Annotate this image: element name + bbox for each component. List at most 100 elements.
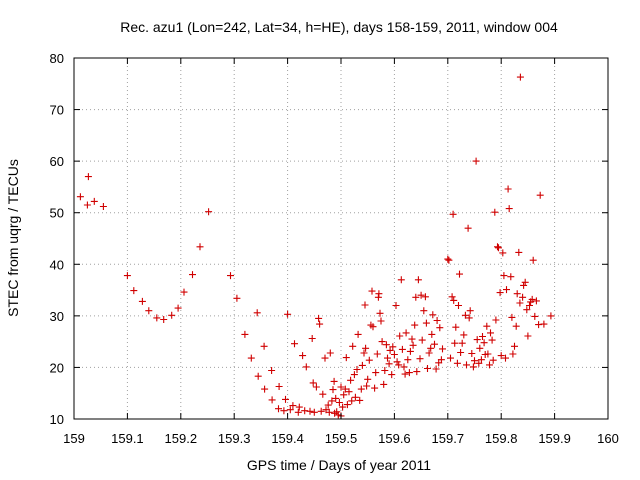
data-point	[451, 339, 459, 347]
data-point	[449, 210, 457, 218]
data-point	[497, 352, 505, 360]
data-point	[400, 363, 408, 371]
data-point	[452, 323, 460, 331]
data-point	[463, 361, 470, 369]
data-point	[508, 313, 516, 321]
y-tick-label: 60	[50, 154, 64, 169]
data-point	[333, 408, 341, 416]
data-point	[406, 347, 414, 355]
data-point	[520, 281, 528, 289]
data-point	[488, 336, 496, 344]
data-point	[388, 371, 396, 379]
x-tick-label: 159.5	[325, 431, 358, 446]
data-point	[487, 329, 494, 337]
x-tick-label: 159.9	[538, 431, 571, 446]
data-point	[392, 302, 400, 309]
data-point	[340, 391, 348, 399]
data-point	[526, 302, 533, 309]
data-point	[511, 342, 518, 350]
data-point	[445, 256, 453, 264]
data-point	[153, 314, 161, 322]
data-point	[393, 358, 401, 366]
data-point	[404, 356, 412, 364]
data-point	[408, 335, 416, 343]
data-point	[348, 397, 356, 405]
data-point	[309, 379, 317, 387]
data-point	[448, 293, 456, 301]
data-point	[489, 356, 497, 364]
data-point	[500, 272, 508, 280]
data-point	[326, 349, 334, 357]
data-point	[260, 342, 268, 350]
data-point	[356, 396, 364, 404]
data-point	[395, 361, 403, 369]
data-point	[461, 311, 469, 319]
data-point	[76, 193, 84, 201]
data-point	[420, 307, 428, 315]
data-point	[427, 344, 435, 352]
data-point	[473, 336, 481, 344]
data-point	[347, 376, 355, 384]
x-tick-label: 160	[597, 431, 619, 446]
data-points	[76, 73, 555, 420]
data-point	[341, 385, 349, 393]
chart-title: Rec. azu1 (Lon=242, Lat=34, h=HE), days …	[120, 19, 558, 35]
data-point	[523, 306, 531, 314]
data-point	[529, 256, 537, 264]
data-point	[496, 289, 504, 297]
y-tick-label: 20	[50, 360, 64, 375]
data-point	[306, 407, 314, 415]
data-point	[455, 302, 462, 309]
x-tick-label: 159.8	[485, 431, 518, 446]
data-point	[547, 312, 555, 320]
data-point	[362, 344, 370, 352]
data-point	[253, 309, 261, 317]
data-point	[402, 329, 410, 337]
data-point	[405, 369, 413, 377]
data-point	[375, 290, 383, 298]
data-point	[337, 383, 345, 391]
data-point	[413, 368, 421, 376]
data-point	[349, 342, 357, 350]
data-point	[354, 330, 362, 338]
x-tick-label: 159	[63, 431, 85, 446]
data-point	[343, 401, 351, 409]
data-point	[168, 311, 176, 319]
data-point	[282, 395, 289, 403]
data-point	[417, 291, 425, 299]
data-point	[540, 320, 548, 328]
data-point	[83, 201, 91, 209]
data-point	[84, 173, 92, 181]
data-point	[130, 287, 138, 295]
data-point	[512, 322, 520, 330]
data-point	[495, 244, 502, 252]
data-point	[524, 332, 532, 340]
data-point	[469, 363, 477, 371]
x-tick-label: 159.4	[271, 431, 304, 446]
data-point	[261, 385, 269, 393]
data-point	[531, 312, 539, 320]
data-point	[492, 316, 500, 324]
data-point	[436, 324, 444, 332]
data-point	[330, 377, 338, 385]
data-point	[483, 322, 491, 330]
data-point	[360, 349, 368, 357]
data-point	[516, 299, 524, 307]
data-point	[174, 304, 182, 312]
data-point	[325, 408, 333, 416]
data-point	[241, 330, 249, 338]
data-point	[521, 278, 529, 286]
data-point	[422, 319, 430, 327]
data-point	[428, 330, 436, 338]
data-point	[301, 407, 309, 415]
data-point	[416, 355, 424, 363]
data-point	[380, 380, 388, 388]
x-tick-label: 159.1	[111, 431, 144, 446]
data-point	[453, 359, 461, 367]
data-point	[377, 317, 385, 325]
data-point	[414, 276, 422, 284]
data-point	[421, 293, 429, 301]
data-point	[286, 406, 294, 414]
data-point	[477, 356, 485, 364]
